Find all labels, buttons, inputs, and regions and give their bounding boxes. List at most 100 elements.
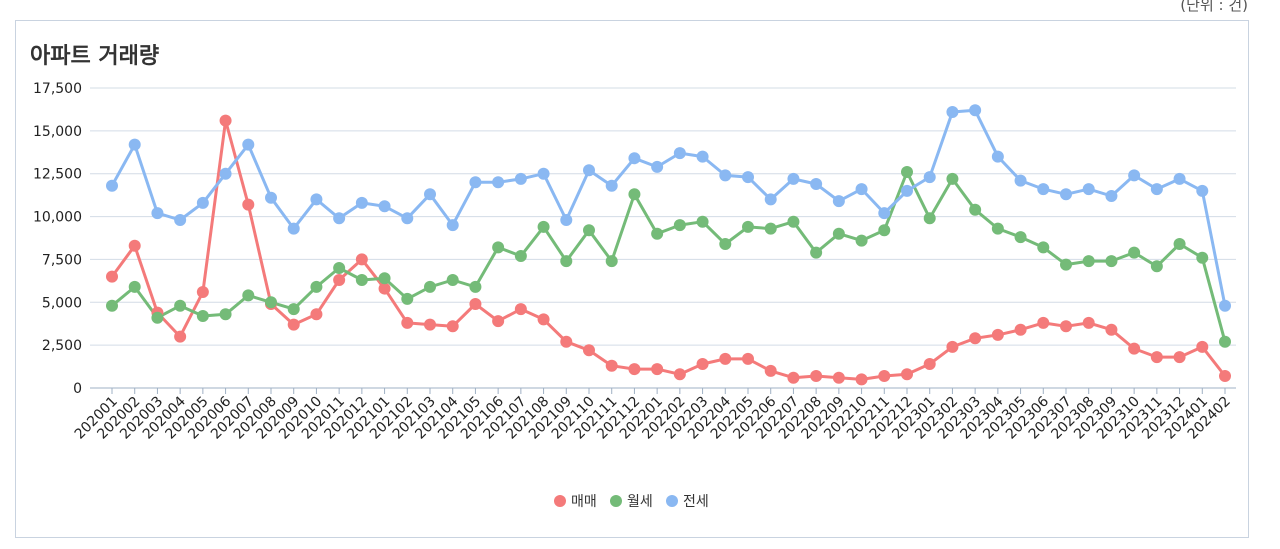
data-point bbox=[832, 371, 845, 384]
data-point bbox=[719, 169, 732, 182]
data-point bbox=[446, 274, 459, 286]
data-point bbox=[219, 167, 232, 180]
data-point bbox=[1128, 342, 1141, 355]
data-point bbox=[514, 303, 527, 316]
data-point bbox=[378, 272, 391, 285]
data-point bbox=[446, 320, 459, 333]
x-axis: 2020012020022020032020042020052020062020… bbox=[72, 388, 1234, 443]
data-point bbox=[878, 207, 891, 220]
data-point bbox=[265, 191, 277, 204]
data-point bbox=[333, 212, 346, 225]
data-point bbox=[855, 234, 868, 247]
data-point bbox=[1196, 251, 1209, 264]
data-point bbox=[106, 179, 118, 192]
data-point bbox=[923, 171, 936, 184]
data-point bbox=[583, 344, 595, 357]
data-point bbox=[787, 371, 800, 384]
y-tick-label: 0 bbox=[73, 381, 82, 397]
data-point bbox=[310, 308, 323, 321]
data-point bbox=[991, 328, 1004, 341]
data-point bbox=[265, 296, 277, 309]
data-point bbox=[742, 220, 754, 233]
data-point bbox=[128, 280, 141, 293]
chart-panel bbox=[15, 20, 1249, 538]
data-point bbox=[424, 318, 436, 331]
data-point bbox=[560, 255, 573, 268]
data-point bbox=[1150, 260, 1163, 273]
data-point bbox=[537, 167, 550, 180]
data-point bbox=[287, 222, 300, 235]
legend-marker bbox=[554, 495, 566, 507]
y-tick-label: 7,500 bbox=[42, 252, 82, 268]
data-point bbox=[469, 280, 482, 293]
data-point bbox=[1173, 172, 1186, 185]
data-point bbox=[1128, 169, 1141, 182]
data-point bbox=[446, 219, 459, 232]
data-point bbox=[991, 222, 1004, 235]
data-point bbox=[787, 215, 800, 228]
data-point bbox=[196, 286, 209, 298]
data-point bbox=[628, 363, 641, 376]
data-point bbox=[469, 176, 482, 189]
data-point bbox=[605, 359, 618, 372]
data-point bbox=[764, 193, 777, 206]
data-point bbox=[923, 212, 936, 225]
legend-marker bbox=[666, 495, 678, 507]
chart-title: 아파트 거래량 bbox=[30, 44, 160, 69]
y-tick-label: 12,500 bbox=[33, 167, 82, 183]
data-point bbox=[605, 255, 618, 268]
data-point bbox=[969, 104, 982, 117]
data-point bbox=[219, 114, 232, 127]
legend-label: 월세 bbox=[627, 494, 653, 510]
data-point bbox=[1082, 255, 1095, 268]
y-tick-label: 5,000 bbox=[42, 295, 82, 311]
data-point bbox=[333, 262, 346, 274]
data-point bbox=[583, 164, 595, 177]
data-point bbox=[901, 368, 913, 381]
unit-note: (단위 : 건) bbox=[1180, 0, 1248, 14]
data-point bbox=[878, 370, 891, 382]
data-point bbox=[492, 176, 505, 189]
data-point bbox=[174, 299, 187, 312]
data-point bbox=[901, 166, 913, 178]
data-point bbox=[969, 203, 982, 216]
data-point bbox=[1037, 183, 1050, 196]
data-point bbox=[1105, 255, 1118, 268]
data-point bbox=[742, 171, 754, 184]
data-point bbox=[1173, 351, 1186, 364]
data-point bbox=[673, 147, 686, 160]
data-point bbox=[287, 303, 300, 316]
y-tick-label: 15,000 bbox=[33, 124, 82, 140]
data-point bbox=[128, 138, 141, 151]
series-points bbox=[106, 104, 1231, 386]
data-point bbox=[128, 239, 141, 252]
data-point bbox=[1014, 231, 1027, 244]
data-point bbox=[106, 299, 118, 312]
data-point bbox=[832, 227, 845, 240]
data-point bbox=[628, 188, 641, 201]
data-point bbox=[151, 207, 164, 220]
data-point bbox=[832, 195, 845, 208]
data-point bbox=[810, 178, 823, 190]
data-point bbox=[424, 188, 436, 201]
data-point bbox=[514, 172, 527, 185]
data-point bbox=[174, 330, 187, 343]
data-point bbox=[1150, 351, 1163, 364]
data-point bbox=[242, 138, 255, 151]
data-point bbox=[242, 198, 255, 211]
data-point bbox=[878, 224, 891, 237]
data-point bbox=[1060, 320, 1072, 333]
data-point bbox=[1060, 188, 1072, 201]
data-point bbox=[696, 150, 709, 163]
data-point bbox=[1014, 174, 1027, 187]
data-point bbox=[855, 373, 868, 386]
data-point bbox=[764, 222, 777, 235]
data-point bbox=[651, 160, 664, 173]
data-point bbox=[946, 106, 959, 118]
data-point bbox=[1105, 323, 1118, 336]
y-tick-label: 17,500 bbox=[33, 81, 82, 97]
legend-label: 매매 bbox=[571, 494, 597, 510]
data-point bbox=[469, 298, 482, 310]
data-point bbox=[651, 363, 664, 376]
